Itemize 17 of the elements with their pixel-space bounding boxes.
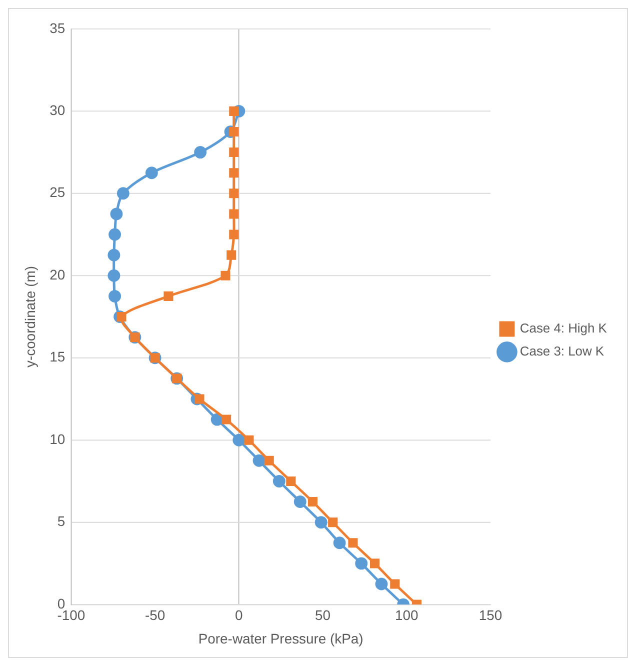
x-tick-label: 150 [478,606,502,623]
y-tick-label: 25 [50,184,66,200]
x-tick-label: 100 [395,606,419,623]
y-axis-title: y-coordinate (m) [22,266,38,368]
y-tick-label: 5 [57,513,66,530]
y-tick-label: 15 [50,348,66,365]
x-tick-label: -50 [144,606,166,623]
x-tick-label: 50 [315,606,331,623]
y-tick-label: 30 [50,102,66,118]
y-tick-label: 35 [50,20,66,36]
legend-label: Case 3: Low K [520,344,604,359]
x-axis-title: Pore-water Pressure (kPa) [198,630,364,646]
y-tick-label: 20 [50,266,66,282]
y-tick-label: 0 [57,595,66,612]
legend-label: Case 4: High K [520,320,608,336]
x-tick-label: 0 [235,606,244,623]
y-tick-label: 10 [50,430,66,447]
